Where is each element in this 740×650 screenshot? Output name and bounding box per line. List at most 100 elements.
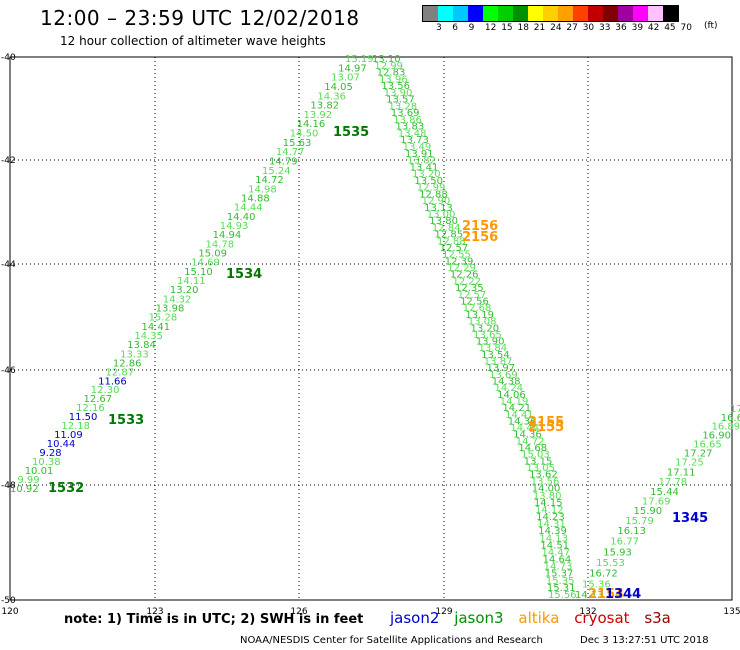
wave-height-label: 14.64 (543, 555, 572, 566)
wave-height-label: 12.16 (76, 403, 105, 414)
wave-height-label: 14.15 (534, 498, 563, 509)
wave-height-label: 14.06 (497, 390, 526, 401)
y-tick-label: -50 (1, 596, 16, 606)
wave-height-label: 13.28 (388, 101, 417, 112)
wave-height-label: 12.86 (113, 358, 142, 369)
wave-height-label: 17.25 (675, 458, 704, 469)
wave-height-label: 14.21 (502, 403, 531, 414)
wave-height-label: 13.82 (407, 156, 436, 167)
x-tick-label: 123 (146, 607, 163, 617)
pass-time-label: 1533 (108, 413, 144, 428)
wave-height-label: 10.92 (10, 484, 39, 495)
wave-height-label: 15.36 (582, 579, 611, 590)
wave-height-label: 13.05 (526, 463, 555, 474)
legend-unit: (ft) (704, 21, 718, 31)
y-tick-label: -48 (1, 481, 16, 491)
legend-swatch (483, 6, 498, 21)
wave-height-label: 15.79 (625, 516, 654, 527)
wave-height-label: 15.10 (184, 267, 213, 278)
x-tick-label: 132 (579, 607, 596, 617)
wave-height-label: 13.57 (386, 95, 415, 106)
legend-label: 6 (452, 23, 459, 33)
map-ticks: 120 123 126 129 132 135 -40 -42 -44 -46 -48 -50 (1, 53, 740, 617)
wave-height-label: 13.56 (531, 477, 560, 488)
legend-swatch (648, 6, 663, 21)
wave-height-label: 12.57 (458, 290, 487, 301)
wave-height-label: 13.41 (410, 162, 439, 173)
track-labels: 10.929.9910.0110.389.2810.4411.0912.1811… (10, 54, 740, 602)
wave-height-label: 13.86 (393, 115, 422, 126)
wave-height-label: 14.40 (227, 212, 256, 223)
wave-height-label: 13.08 (468, 317, 497, 328)
wave-height-label: 13.82 (310, 101, 339, 112)
sat-altika: altika (518, 609, 560, 627)
sat-jason3: jason3 (454, 609, 504, 627)
x-tick-label: 135 (723, 607, 740, 617)
wave-height-label: 14.24 (494, 383, 523, 394)
wave-height-label: 12.84 (432, 223, 461, 234)
wave-height-label: 15.90 (634, 506, 663, 517)
wave-height-label: 14.50 (290, 129, 319, 140)
pass-time-label: 2154 (588, 587, 624, 602)
legend-label: 33 (599, 23, 611, 33)
wave-height-label: 11.66 (98, 376, 127, 387)
wave-height-label: 13.54 (481, 350, 510, 361)
wave-height-label: 14.05 (324, 82, 353, 93)
wave-height-label: 16.72 (589, 569, 618, 580)
wave-height-label: 15.31 (547, 583, 576, 594)
legend-label: 3 (436, 23, 442, 33)
wave-height-label: 10.38 (32, 457, 61, 468)
legend-swatch (468, 6, 483, 21)
legend-swatch (423, 6, 438, 21)
legend-swatch (513, 6, 528, 21)
wave-height-label: 13.20 (412, 169, 441, 180)
wave-height-label: 13.87 (484, 357, 513, 368)
legend-label: 27 (566, 23, 578, 33)
wave-height-label: 14.11 (177, 276, 206, 287)
wave-height-label: 13.98 (156, 303, 185, 314)
legend-labels: 3 6 9 12 15 18 21 24 27 30 33 36 39 42 45 70 (422, 22, 692, 36)
wave-height-label: 14.69 (191, 258, 220, 269)
wave-height-label: 13.13 (424, 203, 453, 214)
wave-height-label: 11.09 (54, 430, 83, 441)
wave-height-label: 14.73 (544, 562, 573, 573)
pass-time-label: 1344 (605, 587, 641, 602)
footer-timestamp: Dec 3 13:27:51 UTC 2018 (580, 635, 709, 646)
pass-time-label: 2156 (462, 219, 498, 234)
wave-height-label: 14.38 (492, 376, 521, 387)
wave-height-label: 14.32 (163, 294, 192, 305)
sat-jason2: jason2 (390, 609, 440, 627)
wave-height-label: 15.19 (345, 54, 374, 65)
legend-label: 36 (615, 23, 627, 33)
wave-height-label: 13.33 (120, 349, 149, 360)
wave-height-label: 16.13 (617, 526, 646, 537)
wave-height-label: 13.92 (304, 110, 333, 121)
wave-height-label: 15.09 (198, 248, 227, 259)
legend-swatch (543, 6, 558, 21)
wave-height-label: 14.41 (505, 410, 534, 421)
wave-height-label: 12.56 (460, 296, 489, 307)
wave-height-label: 13.80 (429, 216, 458, 227)
legend-swatch (618, 6, 633, 21)
wave-height-label: 17.78 (659, 477, 688, 488)
wave-height-label: 14.44 (510, 423, 539, 434)
wave-height-label: 12.67 (83, 394, 112, 405)
wave-height-label: 12.39 (445, 256, 474, 267)
wave-height-label: 14.16 (297, 119, 326, 130)
wave-height-label: 9.28 (39, 448, 61, 459)
wave-height-label: 13.56 (381, 81, 410, 92)
wave-height-label: 14.97 (338, 63, 367, 74)
wave-height-label: 15.93 (603, 547, 632, 558)
wave-height-label: 14.36 (317, 91, 346, 102)
wave-height-label: 14.72 (255, 175, 284, 186)
wave-height-label: 13.90 (384, 88, 413, 99)
wave-height-label: 15.35 (546, 576, 575, 587)
wave-height-label: 15.03 (521, 450, 550, 461)
legend-label: 42 (647, 23, 660, 33)
wave-height-label: 14.51 (540, 540, 569, 551)
legend-swatches (422, 5, 679, 22)
wave-height-label: 14.77 (276, 147, 305, 158)
wave-height-label: 16.6 (721, 413, 740, 424)
legend-swatch (603, 6, 618, 21)
pass-time-label: 2155 (528, 415, 564, 430)
